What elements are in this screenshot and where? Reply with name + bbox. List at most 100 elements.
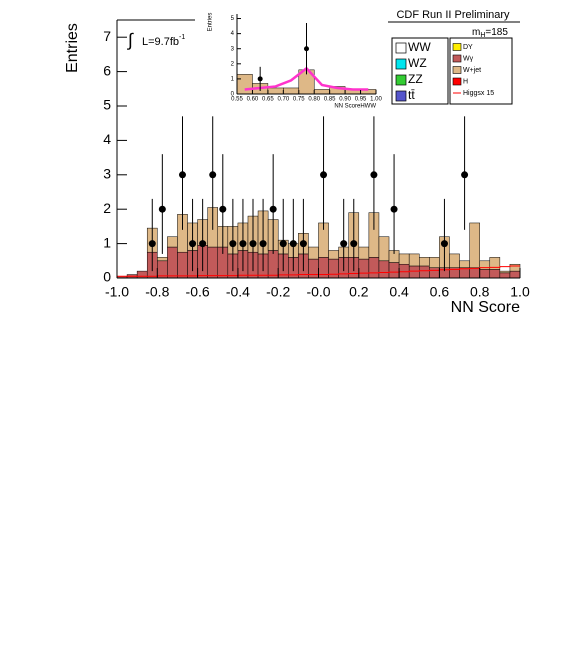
hist-bar	[267, 250, 279, 279]
data-point	[289, 240, 297, 248]
hist-bar	[157, 260, 168, 279]
lumi-integral: ∫	[126, 30, 134, 50]
hist-bar	[388, 262, 400, 279]
data-point	[350, 240, 358, 248]
hist-bar	[378, 236, 390, 262]
legend-label: H	[463, 78, 468, 85]
hist-bar	[328, 250, 339, 260]
inset-y-tick-label: 1	[231, 76, 235, 82]
y-tick-label: 0	[103, 269, 111, 285]
inset-x-tick-label: 0.55	[231, 97, 243, 103]
y-tick-label: 1	[103, 234, 111, 250]
x-tick-label: -0.0	[306, 284, 330, 300]
hist-bar	[449, 253, 460, 268]
inset-data-point	[304, 46, 309, 52]
inset-x-label: NN ScoreHWW	[334, 104, 376, 110]
data-point	[279, 240, 287, 248]
x-axis-label: NN Score	[451, 299, 520, 316]
data-point	[259, 240, 267, 248]
hist-bar	[358, 258, 370, 279]
inset-x-tick-label: 0.95	[355, 97, 367, 103]
hist-bar	[167, 236, 178, 248]
y-tick-label: 3	[103, 166, 111, 182]
data-point	[390, 205, 398, 213]
data-point	[178, 171, 186, 179]
x-tick-label: -0.8	[145, 284, 169, 300]
hist-bar	[157, 257, 168, 262]
hist-bar	[479, 269, 491, 279]
legend-swatch	[452, 43, 462, 51]
lumi-text: L=9.7fb	[142, 36, 179, 48]
y-tick-label: 4	[103, 131, 111, 147]
hist-bar	[378, 260, 390, 279]
inset-x-tick-label: 0.80	[308, 97, 320, 103]
inset-y-tick-label: 4	[231, 31, 235, 37]
hist-bar	[328, 258, 339, 279]
y-tick-label: 6	[103, 62, 111, 78]
legend-swatch	[395, 42, 407, 54]
lumi-sup: -1	[179, 34, 185, 41]
legend-label: W+jet	[463, 67, 481, 74]
legend-label: DY	[463, 44, 473, 51]
legend-swatch	[452, 66, 462, 74]
mass-rest: =185	[485, 27, 508, 38]
hist-bar	[308, 258, 319, 279]
legend-swatch	[395, 58, 407, 70]
hist-bar	[419, 257, 430, 267]
hist-bar	[499, 272, 511, 279]
hist-bar	[368, 257, 380, 279]
data-point	[370, 171, 378, 179]
mass-text: m	[472, 27, 480, 38]
legend-label: Wγ	[463, 55, 474, 62]
hist-bar	[177, 251, 188, 279]
hist-bar	[398, 263, 410, 279]
hist-bar	[358, 246, 370, 260]
x-tick-label: 0.2	[349, 284, 369, 300]
x-tick-label: 0.8	[470, 284, 490, 300]
legend-label: WW	[408, 40, 431, 54]
legend-swatch	[395, 74, 407, 86]
hist-bar	[469, 267, 480, 279]
data-point	[148, 240, 156, 248]
inset-bar	[236, 74, 253, 95]
inset-x-tick-label: 0.90	[339, 97, 351, 103]
hist-bar	[167, 246, 178, 279]
data-point	[158, 205, 166, 213]
legend-label: tt̄	[408, 88, 415, 102]
legend-label: ZZ	[408, 72, 423, 86]
inset-y-label: Entries	[208, 13, 214, 32]
data-point	[340, 240, 348, 248]
inset-y-tick-label: 2	[231, 61, 235, 67]
legend-swatch	[452, 54, 462, 63]
inset-data-point	[257, 76, 263, 82]
legend-swatch	[395, 90, 407, 102]
x-tick-label: 0.6	[430, 284, 450, 300]
data-point	[189, 240, 197, 248]
data-point	[229, 240, 237, 248]
hist-bar	[499, 270, 511, 274]
data-point	[440, 240, 448, 248]
chart-title: CDF Run II Preliminary	[396, 9, 510, 21]
inset-bar	[267, 87, 284, 95]
mass-label: mH=185	[472, 27, 508, 39]
lumi-label: L=9.7fb-1	[142, 34, 185, 48]
x-tick-label: 0.4	[389, 284, 409, 300]
y-axis-label: Entries	[64, 23, 81, 73]
data-point	[199, 240, 207, 248]
legend-swatch	[452, 77, 462, 86]
x-tick-label: -0.6	[186, 284, 210, 300]
hist-bar	[429, 257, 440, 268]
hist-bar	[459, 260, 470, 268]
data-point	[209, 171, 217, 179]
data-point	[461, 171, 469, 179]
x-tick-label: -0.2	[266, 284, 290, 300]
hist-bar	[408, 253, 420, 267]
data-point	[249, 240, 257, 248]
y-tick-label: 7	[103, 28, 111, 44]
data-point	[320, 171, 328, 179]
legend-label: WZ	[408, 56, 427, 70]
y-tick-label: 5	[103, 97, 111, 113]
x-tick-label: 1.0	[510, 284, 530, 300]
inset-y-tick-label: 5	[231, 16, 235, 22]
inset-bar	[283, 87, 300, 95]
